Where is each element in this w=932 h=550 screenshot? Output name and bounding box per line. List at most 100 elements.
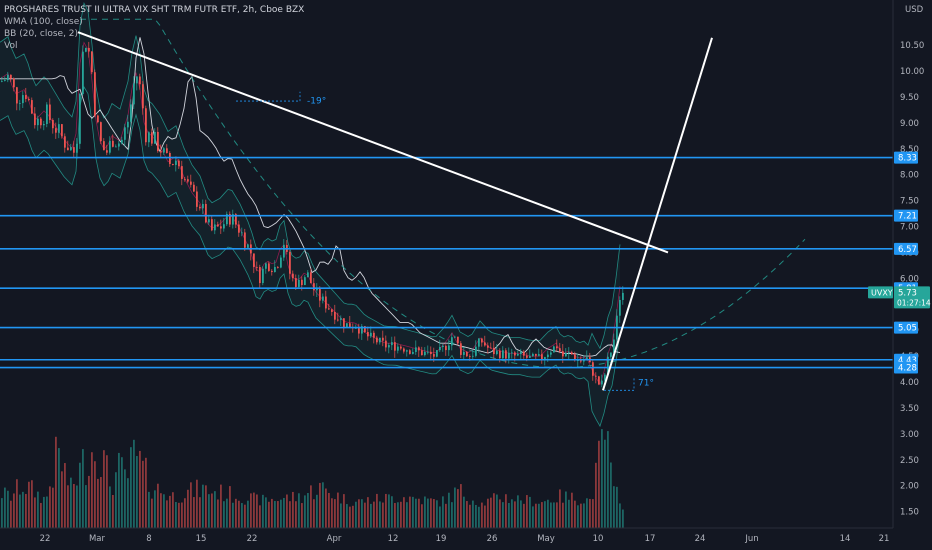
candle-body: [91, 51, 93, 73]
candle-body: [424, 351, 426, 356]
candle-body: [223, 224, 225, 229]
candle-body: [448, 345, 450, 351]
candle-body: [370, 332, 372, 337]
volume-bar: [340, 503, 342, 528]
candle-body: [262, 268, 264, 284]
time-tick-label: 8: [146, 534, 151, 544]
volume-bar: [355, 501, 357, 528]
volume-bar: [469, 504, 471, 528]
volume-bar: [145, 457, 147, 528]
candle-body: [292, 273, 294, 279]
candle-body: [280, 257, 282, 268]
volume-bar: [346, 504, 348, 528]
volume-bar: [586, 498, 588, 528]
volume-bar: [487, 498, 489, 528]
volume-bar: [316, 494, 318, 528]
volume-bar: [490, 497, 492, 528]
volume-bar: [448, 492, 450, 528]
volume-bar: [376, 493, 378, 528]
volume-bar: [259, 505, 261, 528]
volume-bar: [163, 494, 165, 528]
volume-bar: [235, 498, 237, 528]
horizontal-levels-layer[interactable]: [0, 156, 893, 369]
price-axis-background: [893, 0, 932, 550]
candle-body: [247, 244, 249, 248]
candle-body: [496, 350, 498, 355]
time-axis[interactable]: 22 Mar 8 15 22 Apr 12 19 26 May 10 17 24 Jun 14 21: [0, 527, 932, 550]
volume-bar: [4, 487, 6, 528]
volume-bar: [97, 478, 99, 528]
candle-body: [121, 139, 123, 144]
candle-body: [37, 118, 39, 126]
level-tag-5-05[interactable]: [894, 321, 918, 334]
candle-body: [436, 350, 438, 357]
level-tag-7-21[interactable]: [894, 209, 918, 222]
candle-body: [157, 131, 159, 152]
volume-bar: [214, 491, 216, 528]
ascending-trendline[interactable]: [602, 37, 713, 391]
volume-bar: [46, 496, 48, 528]
legend-volume[interactable]: Vol: [4, 41, 18, 51]
candle-body: [94, 72, 96, 116]
candle-body: [511, 352, 513, 354]
descending-trendline[interactable]: [77, 31, 669, 254]
time-tick-label: May: [537, 534, 555, 544]
volume-bar: [28, 481, 30, 528]
volume-bar: [223, 501, 225, 528]
volume-bar: [508, 502, 510, 528]
candle-body: [256, 266, 258, 268]
volume-bar: [43, 496, 45, 528]
level-tag-6-57[interactable]: [894, 242, 918, 255]
volume-bar: [430, 498, 432, 528]
ticker-badge[interactable]: [868, 286, 893, 299]
volume-bar: [457, 489, 459, 528]
last-price-badge[interactable]: [894, 286, 930, 309]
candle-body: [79, 94, 81, 144]
volume-bar: [358, 499, 360, 528]
volume-bar: [76, 485, 78, 528]
candle-body: [322, 296, 324, 301]
trendline-layer[interactable]: -19° 71°: [77, 31, 713, 391]
volume-bar: [73, 483, 75, 528]
candle-body: [301, 279, 303, 286]
volume-bar: [382, 502, 384, 528]
level-tag-8-33[interactable]: [894, 151, 918, 164]
price-tick-label: 3.00: [900, 430, 919, 440]
price-axis[interactable]: USD 10.50 10.00 9.50 9.00 8.50 8.00 7.50 7.00 6.5…: [868, 0, 932, 550]
volume-bar: [463, 496, 465, 528]
volume-bar: [244, 504, 246, 528]
volume-bar: [295, 501, 297, 528]
candle-body: [43, 124, 45, 126]
volume-bar: [136, 456, 138, 528]
volume-bar: [310, 485, 312, 528]
candle-body: [304, 277, 306, 286]
candle-body: [595, 375, 597, 377]
volume-bar: [406, 502, 408, 528]
volume-bar: [178, 502, 180, 528]
candle-body: [163, 148, 165, 153]
volume-bar: [7, 490, 9, 528]
volume-bar: [514, 501, 516, 528]
volume-bar: [511, 499, 513, 528]
candle-body: [556, 346, 558, 349]
legend-wma[interactable]: WMA (100, close): [4, 17, 83, 27]
candle-body: [109, 140, 111, 153]
candle-body: [553, 346, 555, 353]
volume-bar: [400, 501, 402, 528]
candle-body: [577, 360, 579, 361]
candle-body: [76, 143, 78, 153]
candle-body: [445, 345, 447, 351]
candle-body: [211, 219, 213, 231]
legend-bollinger[interactable]: BB (20, close, 2): [4, 29, 79, 39]
candle-body: [4, 80, 6, 81]
volume-bar: [583, 503, 585, 528]
candle-body: [160, 151, 162, 153]
candle-body: [361, 326, 363, 334]
candle-body: [16, 87, 18, 104]
volume-bar: [121, 457, 123, 528]
candle-body: [97, 115, 99, 123]
price-tick-label: 9.00: [900, 119, 919, 129]
level-tag-4-28[interactable]: [894, 361, 918, 374]
candle-body: [265, 263, 267, 269]
